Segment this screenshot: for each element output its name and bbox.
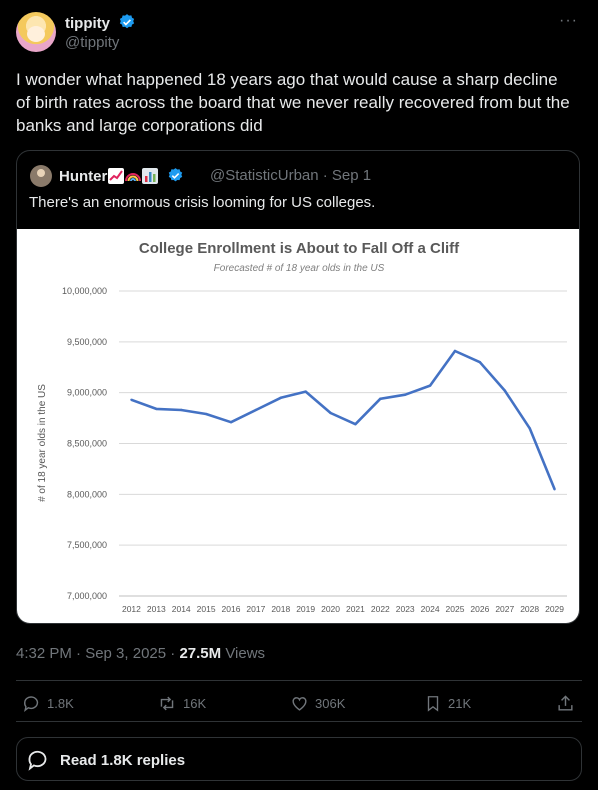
x-tick-label: 2019 <box>296 604 315 614</box>
reply-count: 1.8K <box>47 696 74 711</box>
verified-badge-icon <box>120 14 135 29</box>
x-tick-label: 2016 <box>222 604 241 614</box>
author-name[interactable]: tippity <box>65 13 136 32</box>
bookmark-button[interactable]: 21K <box>424 694 471 713</box>
chart-title: College Enrollment is About to Fall Off … <box>139 240 460 257</box>
data-point <box>478 360 482 364</box>
replies-bubble-icon <box>28 750 47 771</box>
data-point <box>204 412 208 416</box>
x-tick-label: 2014 <box>172 604 191 614</box>
repost-icon <box>160 696 174 711</box>
tweet-timestamp[interactable]: 4:32 PM · Sep 3, 2025 · <box>16 645 176 662</box>
y-tick-label: 8,500,000 <box>67 439 107 449</box>
x-tick-label: 2012 <box>122 604 141 614</box>
reply-button[interactable]: 1.8K <box>22 694 74 713</box>
x-tick-label: 2022 <box>371 604 390 614</box>
data-point <box>130 398 133 401</box>
data-point <box>528 427 531 430</box>
data-point <box>229 420 233 424</box>
enrollment-series-line <box>130 349 556 490</box>
rainbow-emoji-icon <box>125 168 142 184</box>
x-tick-label: 2018 <box>271 604 290 614</box>
data-point <box>428 384 432 387</box>
like-count: 306K <box>315 696 346 711</box>
bookmark-count: 21K <box>448 696 472 711</box>
data-point <box>354 422 357 426</box>
repost-button[interactable]: 16K <box>157 694 206 713</box>
data-point <box>404 393 407 396</box>
tweet-meta: 4:32 PM · Sep 3, 2025 · 27.5M Views <box>16 645 265 662</box>
data-point <box>279 396 282 399</box>
data-point <box>180 408 183 412</box>
repost-count: 16K <box>183 696 207 711</box>
quoted-author-handle-time[interactable]: @StatisticUrban · Sep 1 <box>210 167 372 184</box>
author-avatar[interactable] <box>16 12 56 52</box>
data-point <box>155 407 158 411</box>
views-label: Views <box>225 645 266 662</box>
read-replies-button[interactable]: Read 1.8K replies <box>16 737 582 781</box>
y-tick-label: 9,000,000 <box>67 388 107 398</box>
x-tick-label: 2024 <box>421 604 440 614</box>
chart-y-axis-label: # of 18 year olds in the US <box>37 384 48 502</box>
y-tick-label: 7,000,000 <box>67 591 107 601</box>
reply-icon <box>24 696 39 713</box>
quoted-author-name[interactable]: Hunter <box>59 167 184 185</box>
chart-increasing-emoji-icon <box>108 168 125 184</box>
quoted-verified-badge-icon <box>168 168 182 182</box>
quoted-tweet[interactable]: Hunter @StatisticUrban · Sep 1 There's a… <box>16 150 580 624</box>
divider-top <box>16 680 582 681</box>
views-count: 27.5M <box>179 645 222 662</box>
y-tick-label: 9,500,000 <box>67 337 107 347</box>
enrollment-line-chart: College Enrollment is About to Fall Off … <box>37 240 567 614</box>
author-handle[interactable]: @tippity <box>65 34 120 51</box>
like-button[interactable]: 306K <box>290 694 345 713</box>
x-tick-label: 2015 <box>197 604 216 614</box>
x-tick-label: 2020 <box>321 604 340 614</box>
read-replies-label: Read 1.8K replies <box>60 752 186 769</box>
quoted-author-name-text[interactable]: Hunter <box>59 168 108 185</box>
divider-bottom <box>16 721 582 722</box>
y-tick-label: 8,000,000 <box>67 489 107 499</box>
data-point <box>453 349 457 353</box>
chart-image[interactable]: College Enrollment is About to Fall Off … <box>17 229 579 623</box>
data-point <box>503 389 506 392</box>
data-point <box>553 488 556 491</box>
x-tick-label: 2027 <box>495 604 514 614</box>
more-options-icon[interactable]: ··· <box>559 12 578 29</box>
x-tick-label: 2028 <box>520 604 539 614</box>
author-name-text[interactable]: tippity <box>65 15 110 32</box>
x-tick-label: 2021 <box>346 604 365 614</box>
share-icon <box>558 695 573 711</box>
data-point <box>304 390 307 393</box>
chart-subtitle: Forecasted # of 18 year olds in the US <box>214 263 385 274</box>
x-tick-label: 2013 <box>147 604 166 614</box>
bar-chart-emoji-icon <box>142 168 159 184</box>
quoted-author-avatar[interactable] <box>30 165 52 187</box>
x-tick-label: 2029 <box>545 604 564 614</box>
quoted-tweet-text: There's an enormous crisis looming for U… <box>29 194 376 211</box>
x-tick-label: 2025 <box>446 604 465 614</box>
y-tick-label: 10,000,000 <box>62 286 107 296</box>
bookmark-icon <box>427 696 439 712</box>
heart-icon <box>292 697 307 711</box>
data-point <box>379 397 382 400</box>
x-tick-label: 2023 <box>396 604 415 614</box>
x-tick-label: 2026 <box>470 604 489 614</box>
share-button[interactable] <box>556 694 575 713</box>
y-tick-label: 7,500,000 <box>67 540 107 550</box>
x-tick-label: 2017 <box>246 604 265 614</box>
tweet-text: I wonder what happened 18 years ago that… <box>16 70 570 135</box>
data-point <box>329 411 332 415</box>
data-point <box>254 408 258 412</box>
